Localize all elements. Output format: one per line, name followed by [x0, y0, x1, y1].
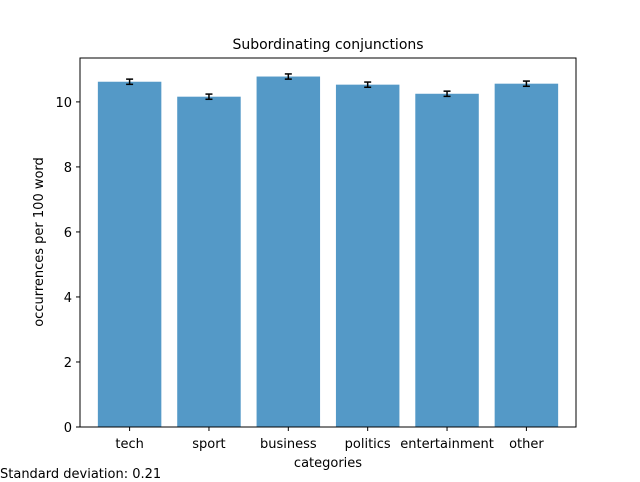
plot-frame — [79, 57, 577, 428]
x-tick-label-entertainment: entertainment — [400, 437, 494, 452]
y-axis-label: occurrences per 100 word — [32, 157, 47, 327]
y-tick-label-10: 10 — [55, 96, 72, 111]
bar-business — [256, 76, 321, 427]
bar-sport — [177, 96, 241, 427]
bar-politics — [335, 84, 400, 427]
x-tick-label-politics: politics — [345, 437, 391, 452]
y-tick-label-6: 6 — [64, 226, 72, 241]
x-axis-label: categories — [294, 456, 362, 471]
x-tick-label-business: business — [260, 437, 317, 452]
error-bars-layer — [126, 73, 530, 101]
bar-other — [494, 83, 559, 427]
y-tick-label-0: 0 — [64, 421, 72, 436]
bar-entertainment — [415, 93, 479, 427]
x-tick-label-tech: tech — [115, 437, 143, 452]
standard-deviation-note: Standard deviation: 0.21 — [0, 467, 162, 482]
y-tick-label-8: 8 — [64, 161, 72, 176]
x-axis: tech sport business politics entertainment ot… — [115, 427, 544, 452]
y-tick-label-2: 2 — [64, 356, 72, 371]
x-tick-label-other: other — [509, 437, 544, 452]
bars-layer — [97, 76, 559, 428]
chart-title: Subordinating conjunctions — [232, 37, 423, 53]
bar-tech — [97, 81, 162, 428]
y-tick-label-4: 4 — [64, 291, 72, 306]
x-tick-label-sport: sport — [192, 437, 225, 452]
y-axis: 0 2 4 6 8 10 — [55, 96, 80, 436]
